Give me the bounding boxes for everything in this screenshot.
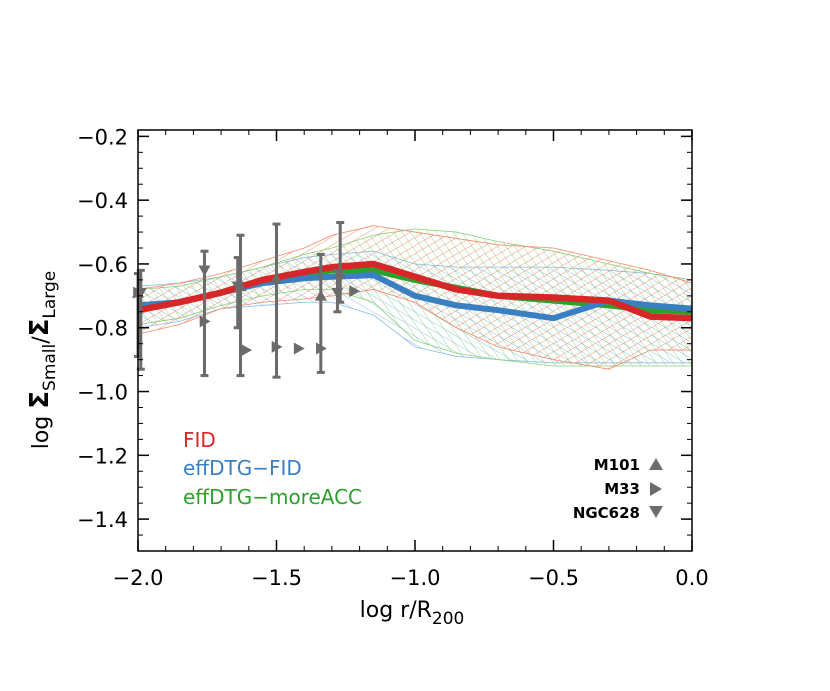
observation-points: [132, 220, 361, 379]
obs-legend-m33: M33: [604, 480, 640, 498]
legend-fid: FID: [183, 428, 216, 452]
y-tick-label: −0.4: [77, 189, 128, 213]
y-tick-label: −0.2: [77, 125, 128, 149]
obs-legend-m101: M101: [594, 456, 640, 474]
y-tick-label: −1.4: [77, 508, 128, 532]
y-tick-label: −1.2: [77, 444, 128, 468]
point-m33: [293, 342, 305, 355]
y-tick-label: −0.8: [77, 317, 128, 341]
triangle-right-icon: [650, 482, 662, 496]
legend-effdtg-fid: effDTG−FID: [183, 456, 302, 480]
point-m101: [314, 289, 327, 301]
y-axis-label: log ΣSmall/ΣLarge: [25, 271, 60, 450]
triangle-up-icon: [649, 458, 663, 470]
axis-ticks: −2.0 −1.5 −1.0 −0.5 0.0 −0.2 −0.4 −0.6 −0.8 −1.0 −…: [77, 125, 709, 590]
line-fid: [138, 260, 692, 322]
x-tick-label: 0.0: [675, 566, 708, 590]
x-tick-label: −0.5: [528, 566, 579, 590]
triangle-down-icon: [649, 506, 663, 518]
point-ngc628: [198, 265, 211, 277]
series-lines: [138, 260, 692, 322]
y-tick-label: −1.0: [77, 381, 128, 405]
x-tick-label: −1.0: [390, 566, 441, 590]
legend-effdtg-moreacc: effDTG−moreACC: [183, 485, 362, 509]
point-m33: [241, 344, 253, 357]
obs-legend-ngc628: NGC628: [573, 504, 640, 522]
x-axis-label: log r/R200: [360, 598, 465, 629]
point-m33: [271, 340, 283, 353]
point-m33: [349, 285, 361, 298]
point-m101: [270, 272, 283, 284]
x-tick-label: −2.0: [113, 566, 164, 590]
point-m33: [316, 342, 327, 355]
point-ngc628: [231, 281, 244, 293]
x-tick-label: −1.5: [251, 566, 302, 590]
point-ngc628: [331, 287, 344, 299]
y-tick-label: −0.6: [77, 253, 128, 277]
